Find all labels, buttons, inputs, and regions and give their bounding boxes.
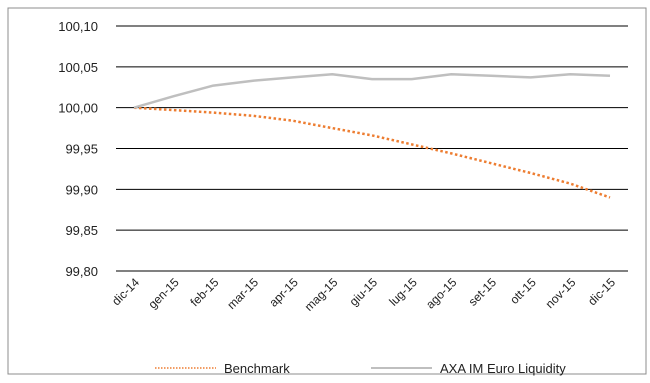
y-tick-label: 99,95 — [65, 142, 98, 157]
y-tick-label: 100,00 — [58, 101, 98, 116]
y-tick-label: 99,85 — [65, 223, 98, 238]
chart-border — [8, 8, 646, 374]
legend-axa-label: AXA IM Euro Liquidity — [440, 361, 566, 376]
y-tick-label: 100,05 — [58, 60, 98, 75]
y-tick-label: 99,90 — [65, 182, 98, 197]
y-tick-label: 100,10 — [58, 19, 98, 34]
y-tick-label: 99,80 — [65, 264, 98, 279]
legend-benchmark-label: Benchmark — [224, 361, 290, 376]
